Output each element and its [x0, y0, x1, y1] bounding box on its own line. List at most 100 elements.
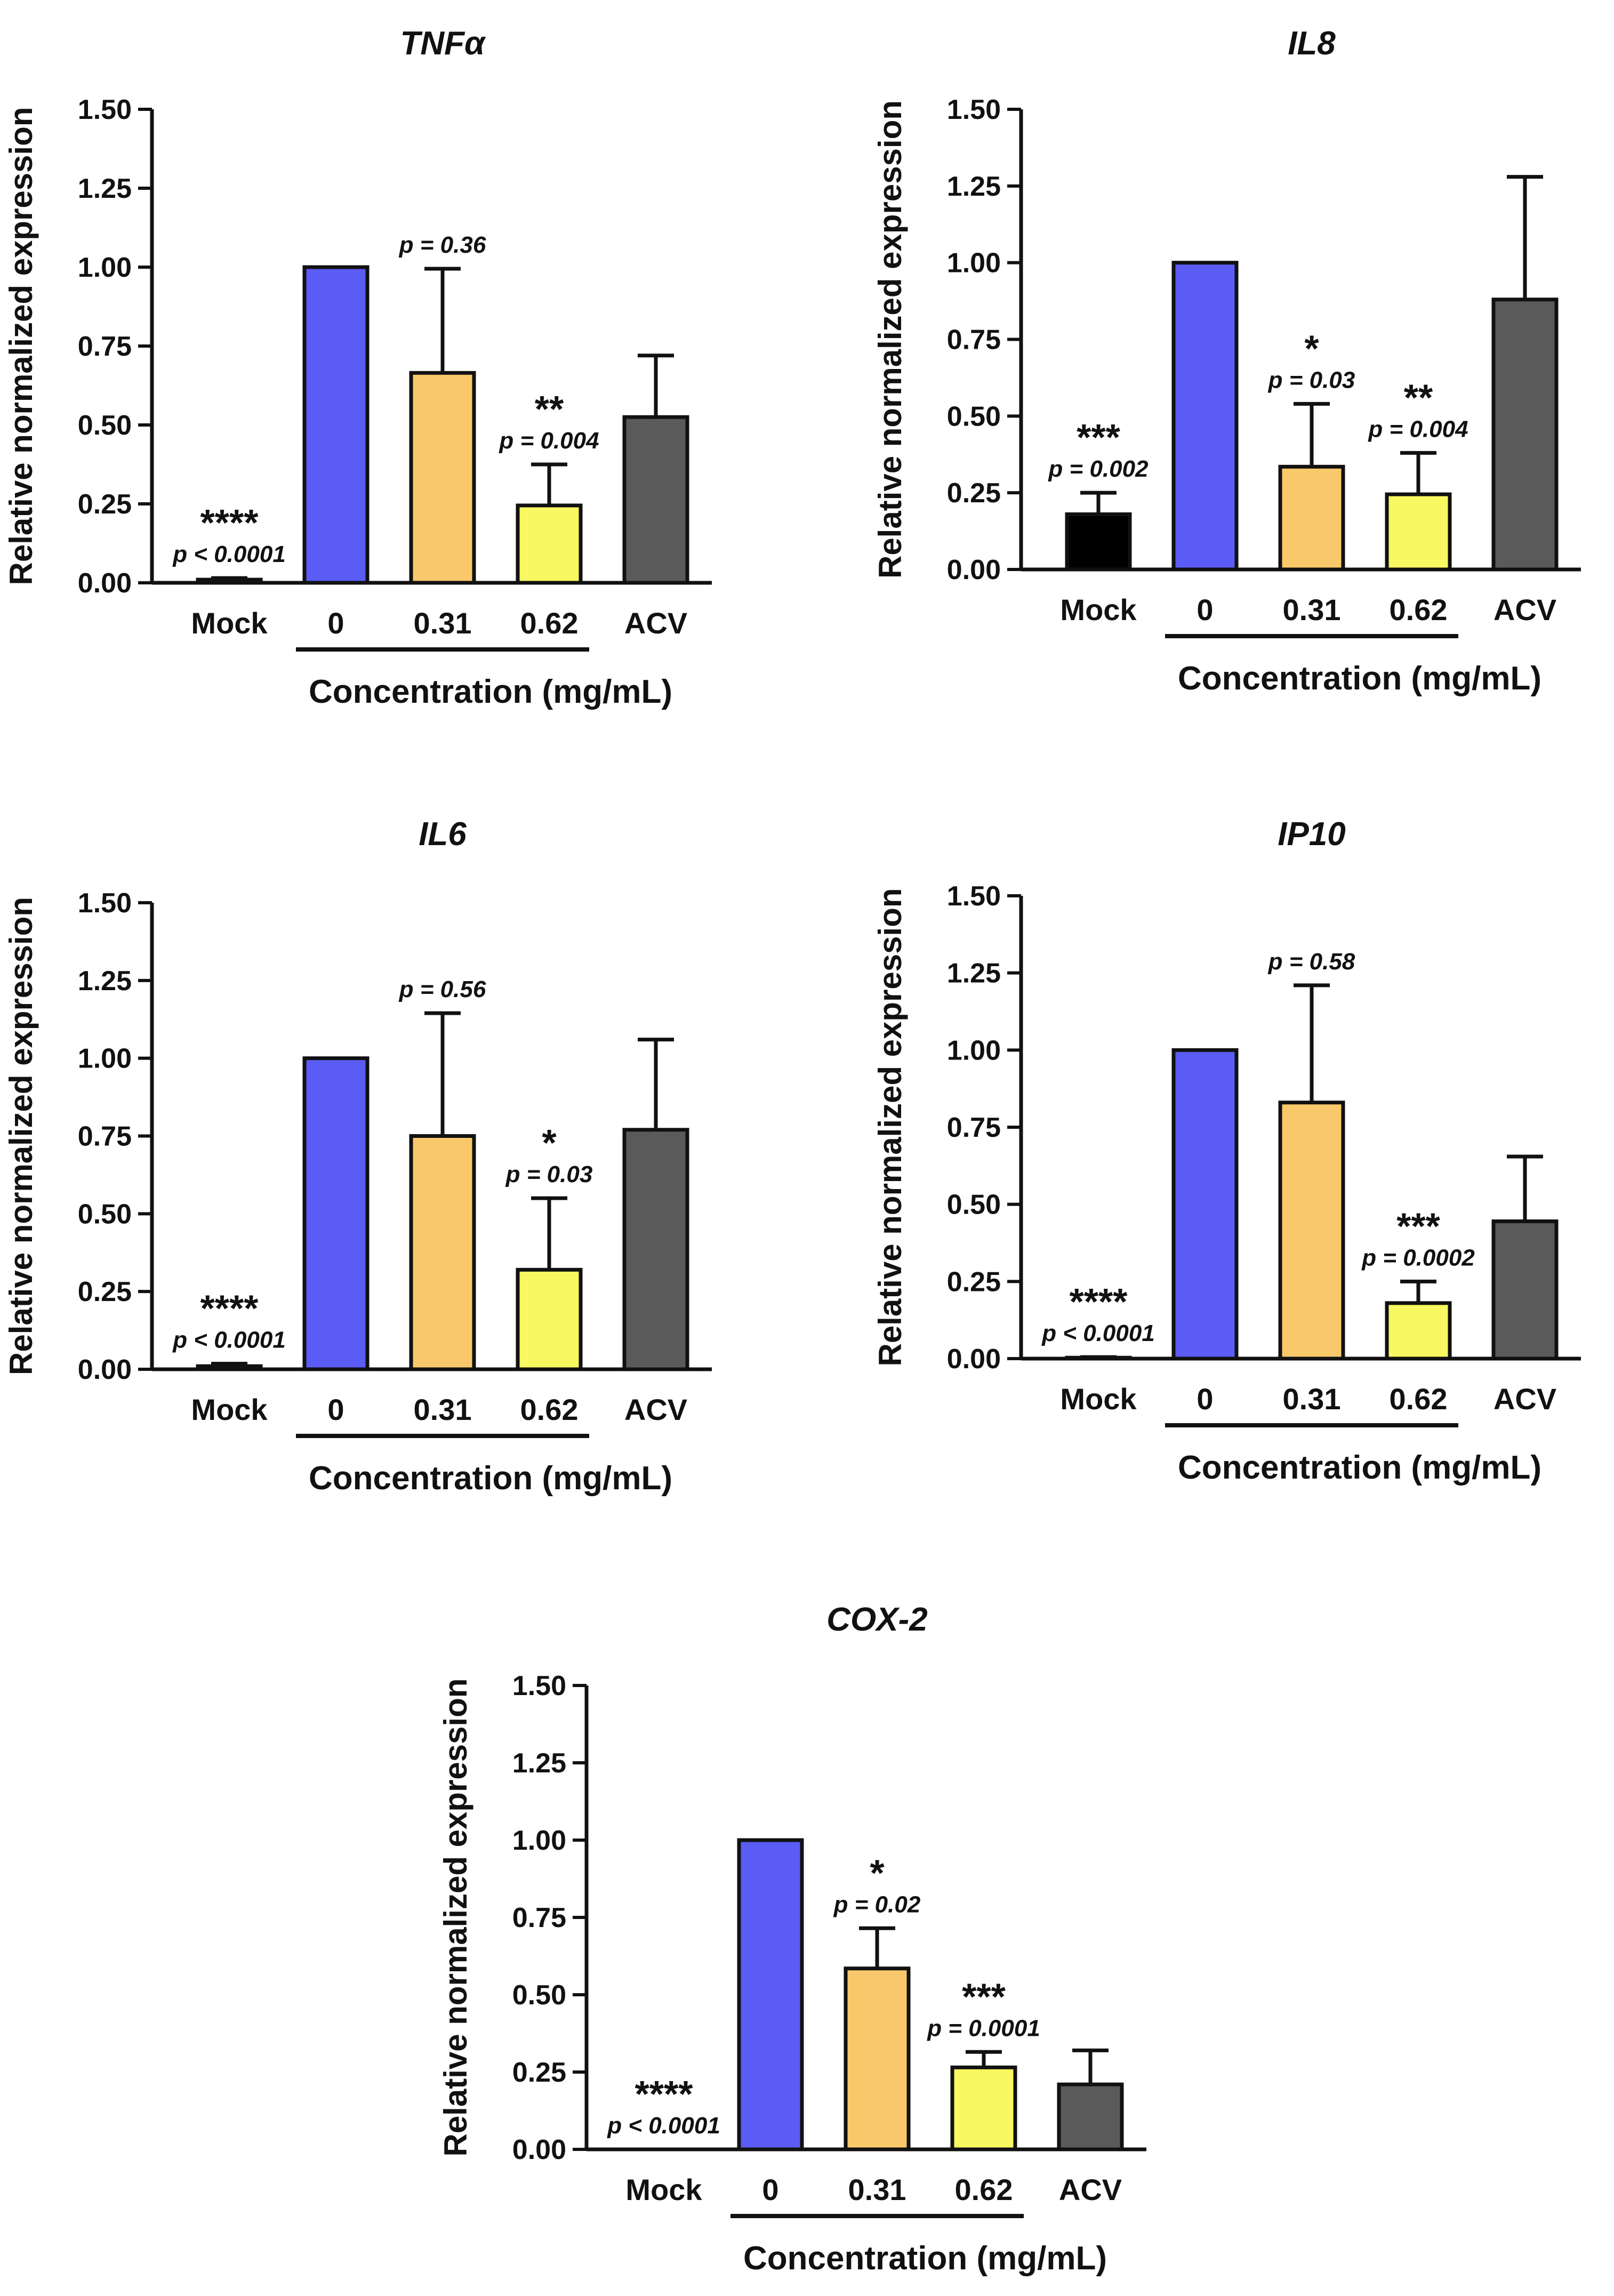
p-value-label: p = 0.03: [1268, 367, 1355, 393]
bar-0.62: [516, 1267, 583, 1371]
bar-0.31: [844, 1966, 911, 2152]
x-axis-label: Concentration (mg/mL): [743, 2240, 1107, 2277]
bar-0: [1171, 261, 1239, 572]
significance-stars: ****: [200, 502, 259, 543]
bar-0.31: [1278, 464, 1345, 572]
x-tick-label: Mock: [1060, 593, 1137, 627]
y-tick-label: 1.50: [947, 94, 1001, 125]
y-tick-label: 0.75: [78, 331, 132, 362]
x-axis-label: Concentration (mg/mL): [309, 1460, 672, 1497]
chart-title: COX-2: [826, 1601, 927, 1638]
p-value-label: p = 0.36: [399, 232, 486, 258]
y-tick-label: 0.25: [947, 478, 1001, 509]
chart-title: TNFα: [400, 25, 487, 62]
y-tick-label: 0.25: [78, 1277, 132, 1307]
y-tick-label: 0.00: [947, 1344, 1001, 1375]
x-tick-label: Mock: [625, 2173, 702, 2206]
bar-ACV: [1057, 2082, 1124, 2152]
y-tick-label: 1.00: [947, 1035, 1001, 1066]
x-tick-label: 0.31: [1283, 593, 1341, 627]
y-tick-label: 1.50: [947, 881, 1001, 912]
p-value-label: p < 0.0001: [1041, 1320, 1155, 1346]
significance-stars: *: [870, 1852, 885, 1893]
bar-ACV: [622, 415, 689, 585]
y-tick-label: 1.25: [512, 1748, 566, 1779]
x-axis-label: Concentration (mg/mL): [1178, 660, 1541, 697]
y-axis-label: Relative normalized expression: [872, 100, 908, 579]
x-tick-label: 0.62: [520, 606, 579, 640]
chart-panel-4: COX-2 0.00 0.25 0.50 0.75 1.00 1.25 1.50 Relativ…: [438, 1601, 1146, 2277]
chart-panel-0: TNFα 0.00 0.25 0.50 0.75 1.00 1.25 1.50 Relative…: [3, 25, 712, 710]
significance-stars: **: [1404, 376, 1433, 418]
significance-stars: *: [542, 1122, 557, 1163]
y-tick-label: 0.75: [512, 1902, 566, 1933]
y-tick-label: 1.50: [78, 888, 132, 919]
x-tick-label: ACV: [1059, 2173, 1122, 2206]
p-value-label: p = 0.004: [499, 428, 599, 454]
x-tick-label: Mock: [191, 1393, 268, 1426]
x-tick-label: ACV: [1493, 593, 1556, 627]
chart-panel-2: IL6 0.00 0.25 0.50 0.75 1.00 1.25 1.50 Relative …: [3, 816, 712, 1497]
bar-Mock: [1065, 512, 1132, 572]
x-tick-label: 0: [327, 606, 344, 640]
bar-0.31: [409, 371, 476, 585]
bar-ACV: [622, 1128, 689, 1371]
y-axis-label: Relative normalized expression: [872, 888, 908, 1366]
x-tick-label: 0: [1197, 593, 1213, 627]
x-tick-label: 0.31: [414, 606, 472, 640]
bar-0.31: [409, 1134, 476, 1371]
y-tick-label: 1.00: [78, 1043, 132, 1074]
y-axis-label: Relative normalized expression: [3, 897, 39, 1375]
y-tick-label: 1.00: [78, 252, 132, 283]
bar-0.31: [1278, 1101, 1345, 1361]
y-tick-label: 1.25: [78, 966, 132, 997]
x-tick-label: 0: [762, 2173, 778, 2206]
p-value-label: p = 0.002: [1048, 456, 1149, 482]
y-tick-label: 0.50: [78, 410, 132, 441]
y-tick-label: 1.50: [78, 94, 132, 125]
y-tick-label: 1.25: [947, 171, 1001, 202]
significance-stars: ***: [1077, 416, 1120, 458]
y-tick-label: 0.75: [947, 325, 1001, 356]
chart-panel-1: IL8 0.00 0.25 0.50 0.75 1.00 1.25 1.50 Relative …: [872, 25, 1581, 697]
y-tick-label: 1.25: [78, 173, 132, 204]
bar-ACV: [1491, 1219, 1559, 1361]
significance-stars: ****: [1070, 1281, 1128, 1322]
x-tick-label: 0.62: [1390, 593, 1448, 627]
x-tick-label: 0: [327, 1393, 344, 1426]
y-tick-label: 1.00: [512, 1825, 566, 1856]
y-tick-label: 0.00: [78, 1354, 132, 1385]
x-tick-label: 0.31: [414, 1393, 472, 1426]
p-value-label: p < 0.0001: [172, 541, 286, 567]
chart-title: IL8: [1288, 25, 1336, 62]
p-value-label: p = 0.02: [833, 1891, 921, 1917]
x-axis-label: Concentration (mg/mL): [309, 673, 672, 710]
y-tick-label: 0.25: [78, 489, 132, 520]
significance-stars: ****: [635, 2073, 694, 2115]
y-tick-label: 0.00: [947, 555, 1001, 585]
y-tick-label: 0.50: [512, 1980, 566, 2011]
significance-stars: ***: [1396, 1205, 1440, 1247]
bar-0.62: [1385, 492, 1452, 572]
x-tick-label: 0.62: [1390, 1382, 1448, 1416]
y-axis-label: Relative normalized expression: [438, 1678, 473, 2156]
y-axis-label: Relative normalized expression: [3, 107, 39, 585]
p-value-label: p < 0.0001: [607, 2113, 720, 2139]
bar-0: [302, 265, 370, 585]
x-tick-label: Mock: [1060, 1382, 1137, 1416]
chart-title: IP10: [1278, 816, 1346, 853]
bar-0: [737, 1838, 804, 2152]
significance-stars: ****: [200, 1288, 259, 1329]
y-tick-label: 1.25: [947, 958, 1001, 989]
y-tick-label: 0.00: [512, 2134, 566, 2165]
x-tick-label: 0.31: [848, 2173, 906, 2206]
y-tick-label: 0.50: [947, 401, 1001, 432]
y-tick-label: 0.00: [78, 568, 132, 599]
significance-stars: ***: [962, 1976, 1006, 2017]
x-tick-label: ACV: [624, 1393, 687, 1426]
x-tick-label: ACV: [624, 606, 687, 640]
bar-Mock: [196, 577, 263, 585]
x-tick-label: 0.62: [955, 2173, 1013, 2206]
significance-stars: **: [535, 388, 564, 430]
